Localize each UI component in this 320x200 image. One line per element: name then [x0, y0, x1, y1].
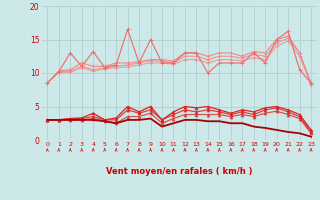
- X-axis label: Vent moyen/en rafales ( km/h ): Vent moyen/en rafales ( km/h ): [106, 167, 252, 176]
